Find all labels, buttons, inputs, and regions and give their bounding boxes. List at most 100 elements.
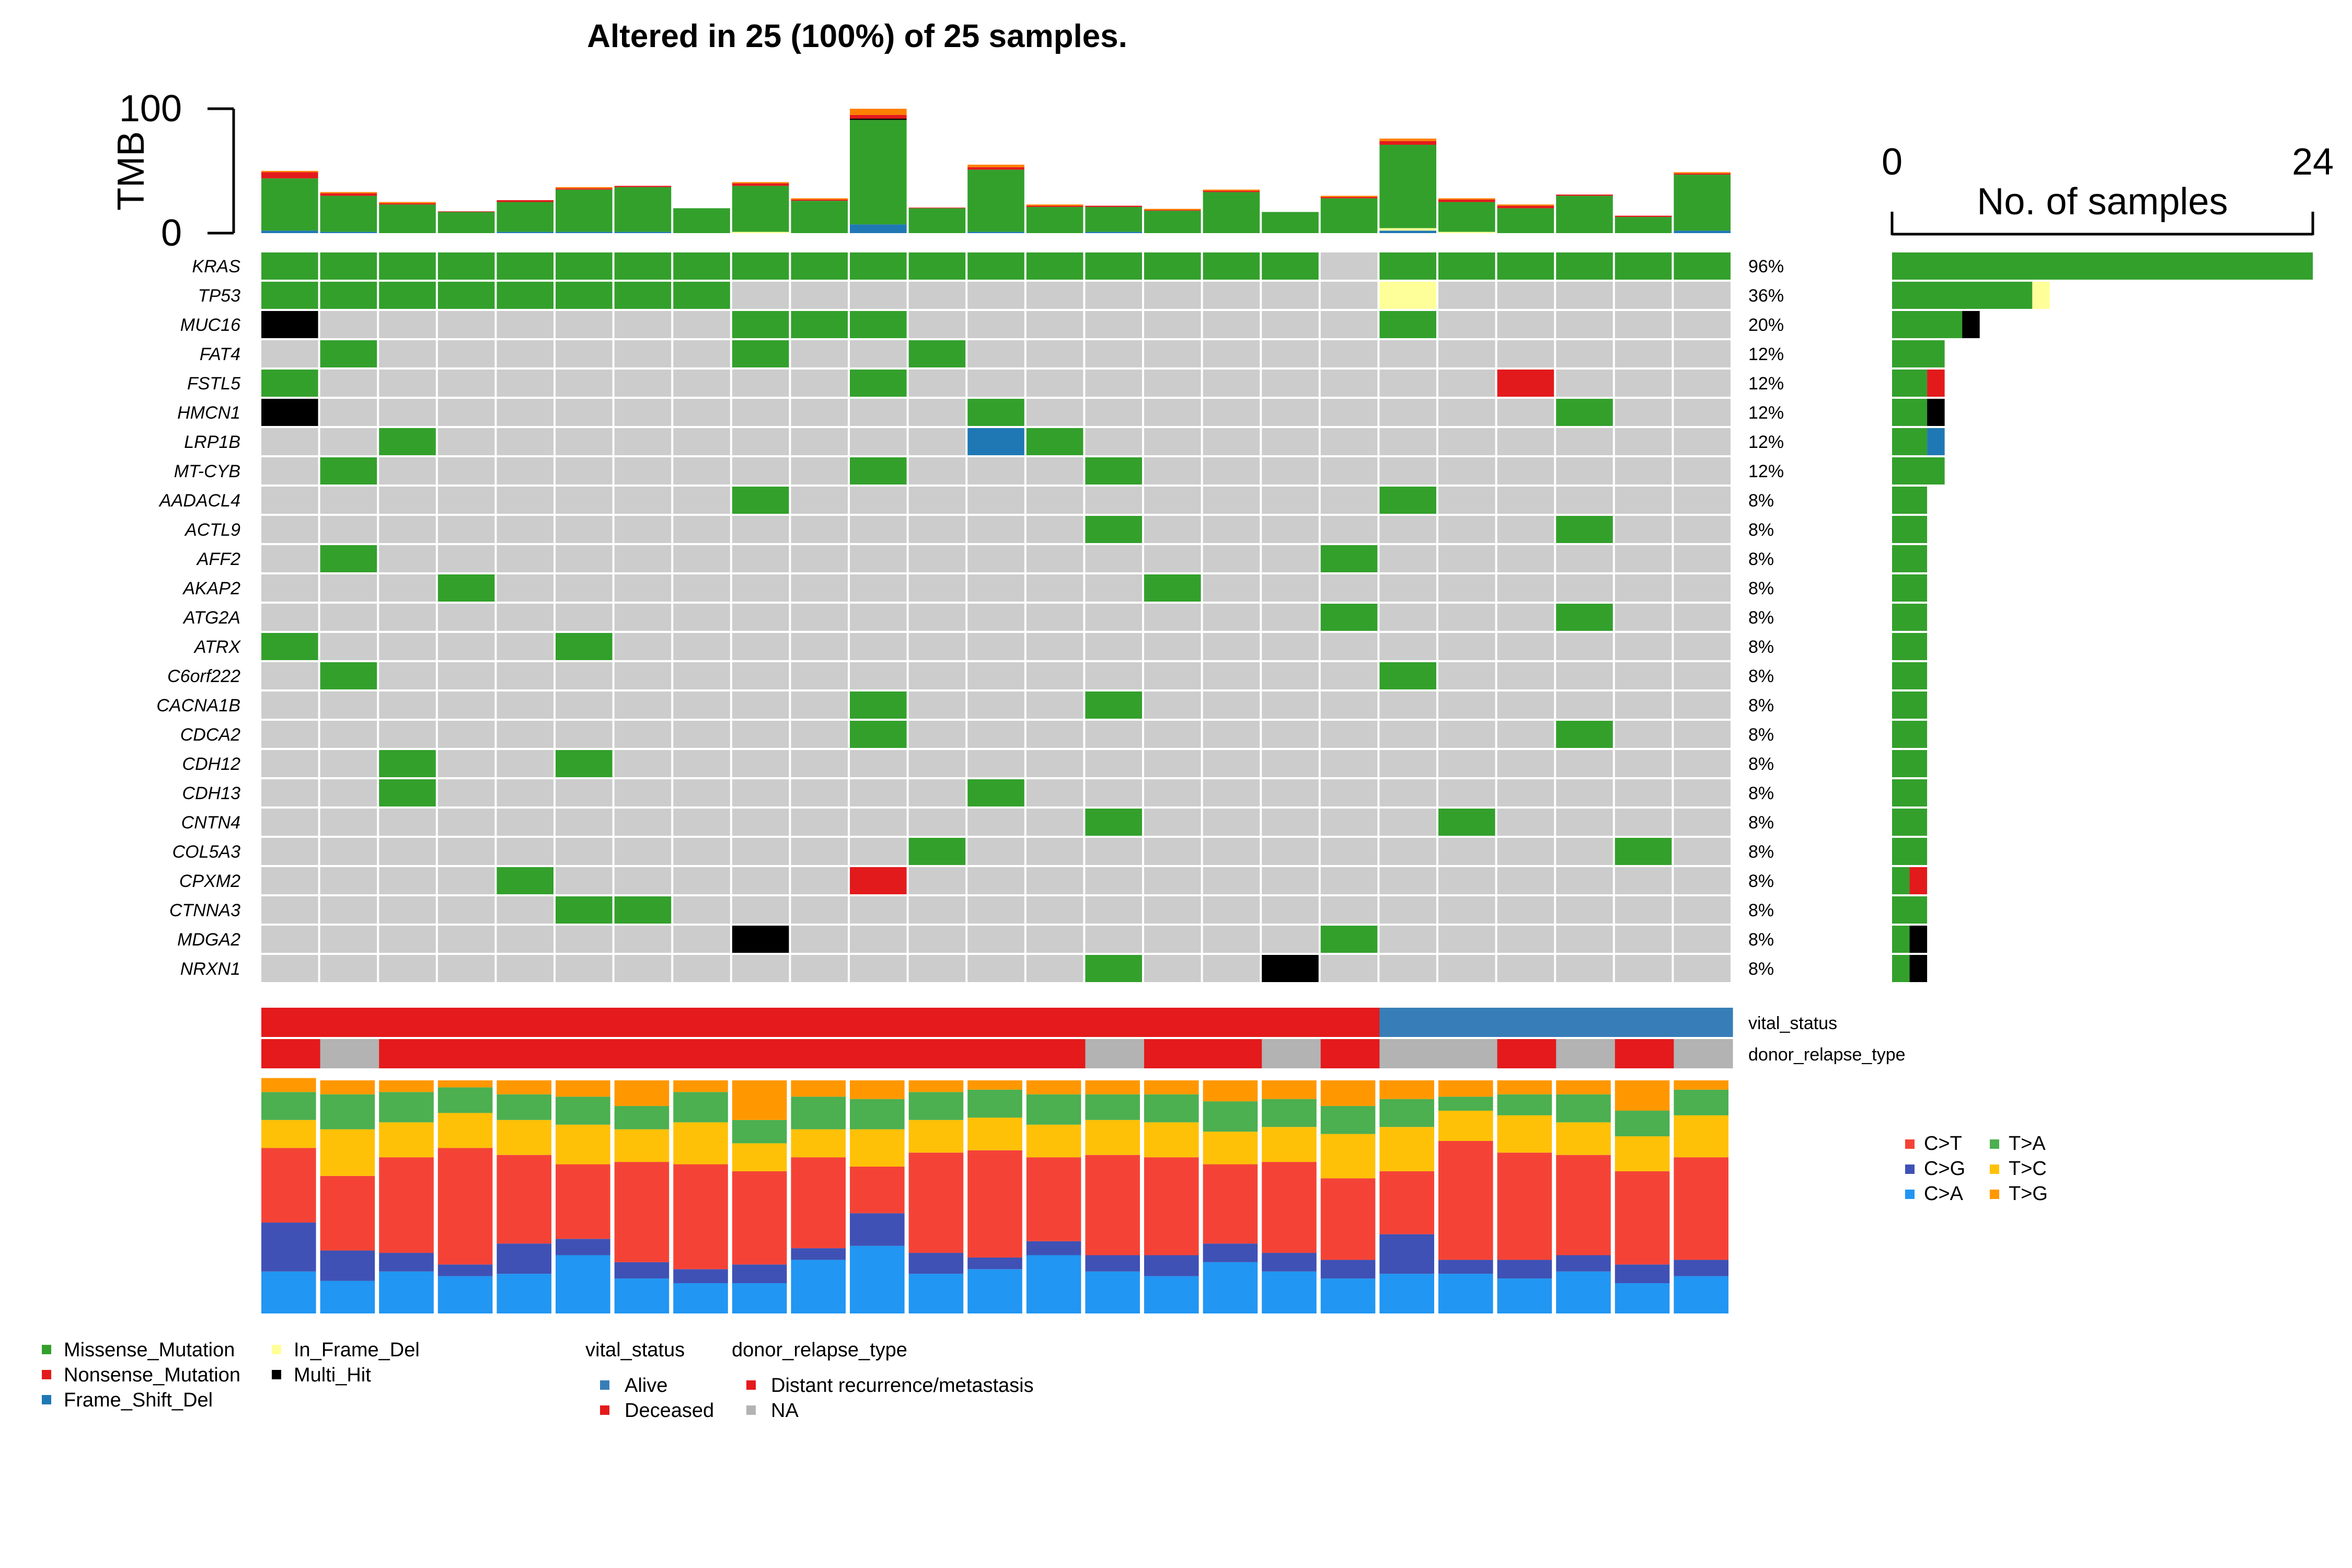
matrix-cell-empty	[967, 311, 1024, 338]
matrix-cell-empty	[437, 340, 495, 367]
titv-segment-c-t	[673, 1164, 728, 1270]
matrix-cell-empty	[673, 545, 730, 572]
matrix-cell-empty	[1203, 574, 1260, 602]
matrix-cell-empty	[1203, 370, 1260, 397]
matrix-cell-empty	[497, 809, 554, 836]
matrix-cell-empty	[967, 662, 1024, 689]
titv-segment-t-c	[850, 1129, 905, 1167]
matrix-cell-empty	[1674, 604, 1731, 631]
tmb-bar-other	[1379, 139, 1436, 141]
matrix-cell-empty	[1320, 809, 1378, 836]
matrix-cell-empty	[1497, 545, 1554, 572]
titv-segment-t-c	[379, 1122, 434, 1158]
matrix-cell-empty	[497, 545, 554, 572]
tmb-bar-missense-mutation	[1262, 212, 1319, 233]
matrix-cell-empty	[673, 750, 730, 777]
matrix-cell-empty	[967, 750, 1024, 777]
matrix-cell-empty	[732, 399, 789, 426]
matrix-cell-empty	[1615, 428, 1672, 455]
matrix-cell-empty	[1438, 926, 1495, 953]
gene-bar-tick-label: 0	[1882, 141, 1903, 183]
matrix-cell-empty	[1615, 399, 1672, 426]
matrix-cell-empty	[437, 662, 495, 689]
matrix-cell-empty	[1379, 926, 1436, 953]
matrix-cell-missense-mutation	[732, 311, 789, 338]
matrix-cell-empty	[1438, 457, 1495, 485]
matrix-cell-empty	[1026, 574, 1083, 602]
matrix-cell-missense-mutation	[497, 252, 554, 280]
gene-bar-segment-missense-mutation	[1892, 340, 1945, 367]
titv-segment-c-a	[1556, 1271, 1611, 1313]
tmb-bar-other	[1320, 195, 1378, 197]
titv-segment-c-a	[1144, 1276, 1199, 1313]
annotation-cell-vital-status	[732, 1008, 791, 1037]
matrix-cell-empty	[1144, 399, 1201, 426]
matrix-cell-empty	[1674, 838, 1731, 865]
matrix-cell-missense-mutation	[1203, 252, 1260, 280]
annotation-cell-donor-relapse-type	[1379, 1039, 1439, 1068]
matrix-cell-empty	[1320, 311, 1378, 338]
annotation-cell-vital-status	[497, 1008, 556, 1037]
matrix-cell-empty	[320, 516, 377, 543]
matrix-cell-empty	[1438, 545, 1495, 572]
matrix-cell-empty	[1379, 955, 1436, 982]
matrix-cell-empty	[1438, 311, 1495, 338]
matrix-cell-empty	[1085, 926, 1142, 953]
matrix-cell-empty	[1026, 311, 1083, 338]
matrix-cell-empty	[1615, 867, 1672, 894]
matrix-cell-empty	[379, 926, 436, 953]
tmb-bar-missense-mutation	[320, 195, 377, 232]
matrix-cell-empty	[908, 311, 966, 338]
gene-label: HMCN1	[177, 403, 240, 423]
matrix-cell-multi-hit	[261, 399, 318, 426]
annotation-cell-vital-status	[673, 1008, 733, 1037]
titv-segment-t-a	[1320, 1106, 1376, 1134]
titv-segment-c-g	[1379, 1234, 1434, 1274]
matrix-cell-missense-mutation	[1320, 604, 1378, 631]
tmb-bar-other	[1203, 189, 1260, 191]
titv-legend-swatch	[1990, 1190, 1999, 1199]
matrix-cell-empty	[614, 867, 672, 894]
matrix-cell-empty	[379, 896, 436, 924]
gene-label: FAT4	[200, 344, 240, 364]
gene-label: MT-CYB	[174, 462, 240, 481]
matrix-cell-empty	[1085, 428, 1142, 455]
titv-segment-t-a	[1144, 1094, 1199, 1123]
matrix-cell-empty	[1438, 838, 1495, 865]
matrix-cell-empty	[1615, 721, 1672, 748]
matrix-cell-empty	[1320, 750, 1378, 777]
annotation-cell-donor-relapse-type	[1085, 1039, 1145, 1068]
titv-segment-c-a	[320, 1281, 375, 1313]
matrix-cell-empty	[1438, 633, 1495, 660]
matrix-cell-empty	[1497, 955, 1554, 982]
matrix-cell-empty	[732, 691, 789, 719]
matrix-cell-empty	[1615, 311, 1672, 338]
titv-segment-c-a	[967, 1269, 1022, 1313]
matrix-cell-empty	[379, 838, 436, 865]
titv-segment-c-t	[1438, 1140, 1493, 1260]
gene-label: ATG2A	[182, 608, 240, 628]
matrix-cell-empty	[850, 282, 907, 309]
matrix-cell-empty	[614, 838, 672, 865]
matrix-cell-empty	[850, 896, 907, 924]
matrix-cell-missense-mutation	[850, 721, 907, 748]
matrix-cell-empty	[791, 340, 848, 367]
matrix-cell-empty	[1379, 428, 1436, 455]
matrix-cell-empty	[908, 955, 966, 982]
tmb-bar-nonsense-mutation	[1556, 194, 1613, 196]
matrix-cell-empty	[1438, 955, 1495, 982]
matrix-cell-empty	[1320, 252, 1378, 280]
tmb-bar-nonsense-mutation	[437, 211, 495, 212]
matrix-cell-empty	[261, 750, 318, 777]
matrix-cell-empty	[908, 691, 966, 719]
matrix-cell-empty	[967, 896, 1024, 924]
matrix-cell-empty	[261, 516, 318, 543]
titv-legend-swatch	[1990, 1165, 1999, 1174]
matrix-cell-empty	[1262, 282, 1319, 309]
mutation-legend-swatch	[42, 1370, 51, 1379]
tmb-bar-other	[320, 192, 377, 193]
tmb-bar-frame-shift-del	[320, 232, 377, 233]
gene-bar-segment-nonsense-mutation	[1909, 867, 1928, 894]
annotation-cell-donor-relapse-type	[1320, 1039, 1380, 1068]
tmb-bar-frame-shift-del	[497, 232, 554, 233]
